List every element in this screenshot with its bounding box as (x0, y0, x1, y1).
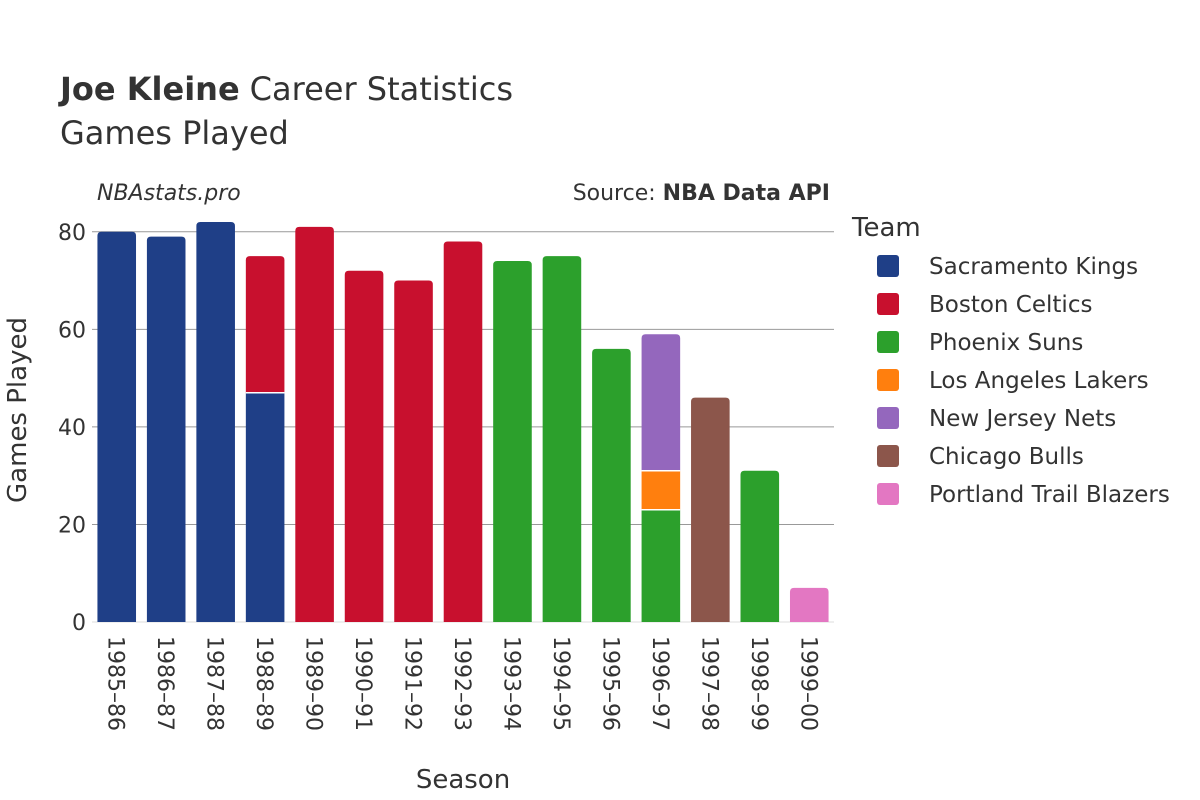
bar-1991–92-boston-celtics (394, 280, 433, 622)
x-tick-label: 1993–94 (498, 636, 523, 731)
legend-title: Team (851, 213, 921, 243)
x-tick-label: 1995–96 (597, 636, 622, 731)
x-tick-label: 1987–88 (202, 636, 227, 731)
legend-label: Sacramento Kings (929, 254, 1138, 280)
bars (97, 222, 829, 622)
x-tick-label: 1997–98 (696, 636, 721, 731)
chart-title: Joe Kleine Career Statistics (58, 70, 513, 108)
legend-label: Chicago Bulls (929, 444, 1084, 470)
y-axis-ticks: 0 20 40 60 80 (58, 221, 86, 636)
bar-1988–89-boston-celtics (245, 256, 285, 393)
y-tick-label: 40 (58, 416, 86, 441)
bar-1985–86-sacramento-kings (97, 231, 137, 622)
bar-1989–90-boston-celtics (295, 226, 334, 622)
bar-1997–98-chicago-bulls (691, 397, 730, 622)
x-tick-label: 1985–86 (103, 636, 128, 731)
bar-1999–00-portland-trail-blazers (789, 587, 829, 622)
legend-label: Phoenix Suns (929, 330, 1083, 356)
x-axis-ticks: 1985–86 1986–87 1987–88 1988–89 1989–90 1990–… (103, 636, 821, 731)
x-tick-label: 1998–99 (746, 636, 771, 731)
y-tick-label: 60 (58, 318, 86, 343)
x-tick-label: 1986–87 (152, 636, 177, 731)
x-tick-label: 1990–91 (350, 636, 375, 731)
legend-label: Boston Celtics (929, 292, 1092, 318)
y-tick-label: 80 (58, 221, 86, 246)
legend-swatch (877, 407, 899, 429)
y-tick-label: 0 (72, 611, 86, 636)
bar-1987–88-sacramento-kings (196, 222, 235, 622)
x-tick-label: 1994–95 (548, 636, 573, 731)
legend-swatch (877, 369, 899, 391)
source-prefix: Source: (573, 181, 663, 206)
legend-swatch (877, 331, 899, 353)
legend-label: Los Angeles Lakers (929, 368, 1149, 394)
bar-1993–94-phoenix-suns (493, 261, 532, 622)
legend-label: New Jersey Nets (929, 406, 1116, 432)
bar-1996–97-new-jersey-nets (641, 334, 681, 471)
x-axis-title: Season (416, 765, 510, 795)
chart-subtitle: Games Played (60, 114, 289, 152)
watermark: NBAstats.pro (97, 181, 241, 206)
bar-1990–91-boston-celtics (344, 270, 384, 622)
legend-swatch (877, 445, 899, 467)
bar-1996–97-los-angeles-lakers (641, 470, 681, 510)
legend: Sacramento Kings Boston Celtics Phoenix Su… (877, 254, 1170, 508)
chart-title-rest: Career Statistics (250, 70, 513, 108)
bar-1994–95-phoenix-suns (542, 256, 582, 622)
x-tick-label: 1988–89 (251, 636, 276, 731)
legend-label: Portland Trail Blazers (929, 482, 1170, 508)
source-name: NBA Data API (663, 181, 830, 206)
bar-1988–89-sacramento-kings (245, 392, 285, 622)
legend-swatch (877, 483, 899, 505)
bar-1986–87-sacramento-kings (146, 236, 186, 622)
legend-swatch (877, 293, 899, 315)
y-axis-title: Games Played (3, 317, 33, 503)
source-label: Source: NBA Data API (573, 181, 830, 206)
x-tick-label: 1989–90 (301, 636, 326, 731)
y-tick-label: 20 (58, 513, 86, 538)
x-tick-label: 1992–93 (449, 636, 474, 731)
legend-swatch (877, 255, 899, 277)
x-tick-label: 1999–00 (795, 636, 820, 731)
chart-title-bold: Joe Kleine (58, 70, 240, 108)
x-tick-label: 1991–92 (400, 636, 425, 731)
bar-1995–96-phoenix-suns (592, 348, 631, 622)
x-tick-label: 1996–97 (647, 636, 672, 731)
bar-1992–93-boston-celtics (443, 241, 483, 622)
bar-1996–97-phoenix-suns (641, 509, 681, 622)
bar-1998–99-phoenix-suns (740, 470, 780, 622)
